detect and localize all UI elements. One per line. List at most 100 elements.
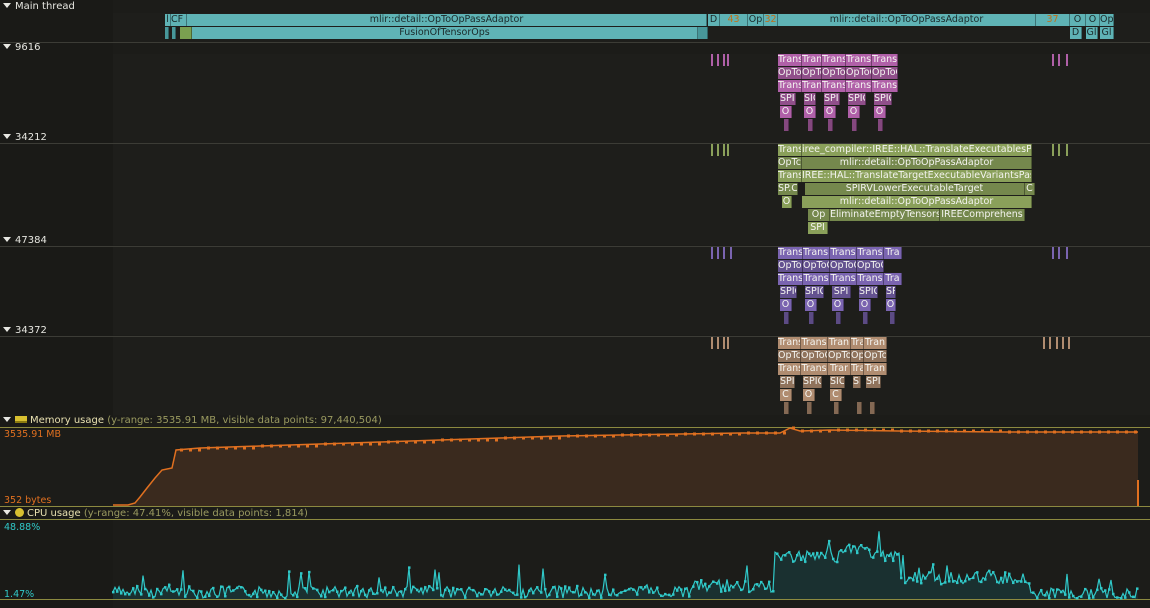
zone[interactable]: Trans xyxy=(803,273,830,285)
collapse-triangle-icon[interactable] xyxy=(3,134,11,139)
zone[interactable]: Trans xyxy=(778,54,802,66)
zone[interactable]: IREEComprehens xyxy=(940,209,1025,221)
zone[interactable]: O xyxy=(1070,14,1086,26)
zone-tick[interactable] xyxy=(1066,144,1068,156)
zone[interactable] xyxy=(180,27,192,39)
zone-tick[interactable] xyxy=(717,337,719,349)
zone[interactable]: D xyxy=(1070,27,1082,39)
zone[interactable]: Trans xyxy=(778,363,801,375)
track-header-thread-47384[interactable]: 47384 xyxy=(2,235,47,247)
zone[interactable]: 37 xyxy=(1036,14,1070,26)
zone[interactable]: OpToOp xyxy=(778,260,803,272)
zone-sliver[interactable] xyxy=(834,402,839,414)
zone[interactable]: Trans xyxy=(846,54,872,66)
zone-sliver[interactable] xyxy=(870,402,875,414)
zone[interactable]: Gl xyxy=(1100,27,1114,39)
zone-tick[interactable] xyxy=(723,144,725,156)
zone[interactable]: OpTo xyxy=(851,350,864,362)
track-header-main-thread[interactable]: Main thread xyxy=(2,1,75,13)
zone[interactable]: Trans xyxy=(857,247,884,259)
zone-tick[interactable] xyxy=(1052,144,1054,156)
zone[interactable]: 43 xyxy=(720,14,748,26)
zone[interactable] xyxy=(165,27,169,39)
cpu-plot-header[interactable]: CPU usage (y-range: 47.41%, visible data… xyxy=(2,507,308,520)
zone[interactable]: Trans xyxy=(830,273,857,285)
zone[interactable]: Tran xyxy=(864,337,887,349)
zone[interactable]: Trans xyxy=(830,247,857,259)
zone[interactable]: Trans xyxy=(802,80,822,92)
zone[interactable]: Trar xyxy=(828,363,851,375)
zone[interactable]: Trans xyxy=(801,363,828,375)
zone[interactable]: iree_compiler::IREE::HAL::TranslateExecu… xyxy=(802,144,1032,156)
collapse-triangle-icon[interactable] xyxy=(3,237,11,242)
zone[interactable]: 32 xyxy=(764,14,778,26)
zone-tick[interactable] xyxy=(1062,337,1064,349)
zone[interactable]: O xyxy=(859,299,871,311)
zone[interactable]: O xyxy=(780,106,792,118)
zone[interactable]: Trar xyxy=(851,363,864,375)
zone[interactable]: OpToOp xyxy=(778,67,802,79)
zone[interactable]: SIC xyxy=(804,93,816,105)
zone[interactable]: Tran xyxy=(851,337,864,349)
zone[interactable]: O xyxy=(824,106,836,118)
zone-tick[interactable] xyxy=(1058,54,1060,66)
zone[interactable]: O xyxy=(848,106,860,118)
zone-tick[interactable] xyxy=(727,144,729,156)
zone-optoop-pass-adaptor-2[interactable]: mlir::detail::OpToOpPassAdaptor xyxy=(778,14,1036,26)
track-header-thread-34372[interactable]: 34372 xyxy=(2,325,47,337)
zone[interactable]: OpToO xyxy=(830,260,857,272)
zone-tick[interactable] xyxy=(1056,337,1058,349)
zone-sliver[interactable] xyxy=(863,312,868,324)
zone-fusion-of-tensor-ops[interactable]: FusionOfTensorOps xyxy=(192,27,698,39)
zone[interactable]: O xyxy=(1086,14,1100,26)
zone[interactable]: Trans xyxy=(778,80,802,92)
zone[interactable]: Trans xyxy=(778,273,803,285)
zone[interactable]: Trans xyxy=(801,337,828,349)
zone-tick[interactable] xyxy=(711,144,713,156)
zone-sliver[interactable] xyxy=(836,312,841,324)
zone[interactable]: Trans xyxy=(822,54,846,66)
zone-tick[interactable] xyxy=(723,54,725,66)
zone[interactable]: D xyxy=(708,14,720,26)
collapse-triangle-icon[interactable] xyxy=(3,327,11,332)
zone-tick[interactable] xyxy=(1066,247,1068,259)
zone[interactable]: OpToOp xyxy=(801,350,828,362)
collapse-triangle-icon[interactable] xyxy=(3,510,11,515)
zone-sliver[interactable] xyxy=(890,312,895,324)
zone[interactable]: OpTc xyxy=(778,350,801,362)
zone-tick[interactable] xyxy=(723,247,725,259)
collapse-triangle-icon[interactable] xyxy=(3,417,11,422)
zone[interactable]: O xyxy=(803,389,815,401)
zone-sliver[interactable] xyxy=(784,119,789,131)
zone-tick[interactable] xyxy=(711,54,713,66)
zone[interactable]: SPI xyxy=(832,286,851,298)
zone[interactable]: OpToOp xyxy=(857,260,884,272)
zone[interactable]: Transl xyxy=(803,247,830,259)
zone[interactable]: OpTc xyxy=(778,157,802,169)
zone-tick[interactable] xyxy=(717,247,719,259)
zone[interactable]: Op xyxy=(748,14,764,26)
zone[interactable]: CF xyxy=(171,14,187,26)
zone[interactable]: SP.C xyxy=(778,183,798,195)
zone-tick[interactable] xyxy=(727,54,729,66)
zone-sliver[interactable] xyxy=(809,312,814,324)
zone-sliver[interactable] xyxy=(878,119,883,131)
zone[interactable]: O xyxy=(782,196,792,208)
zone[interactable] xyxy=(172,27,176,39)
zone[interactable]: mlir::detail::OpToOpPassAdaptor xyxy=(802,196,1032,208)
zone-tick[interactable] xyxy=(1049,337,1051,349)
zone[interactable]: Trans xyxy=(872,80,898,92)
zone[interactable]: O xyxy=(805,299,817,311)
zone-tick[interactable] xyxy=(711,337,713,349)
zone-tick[interactable] xyxy=(723,337,725,349)
zone[interactable]: Trans xyxy=(778,144,802,156)
zone[interactable]: OpToO xyxy=(846,67,872,79)
